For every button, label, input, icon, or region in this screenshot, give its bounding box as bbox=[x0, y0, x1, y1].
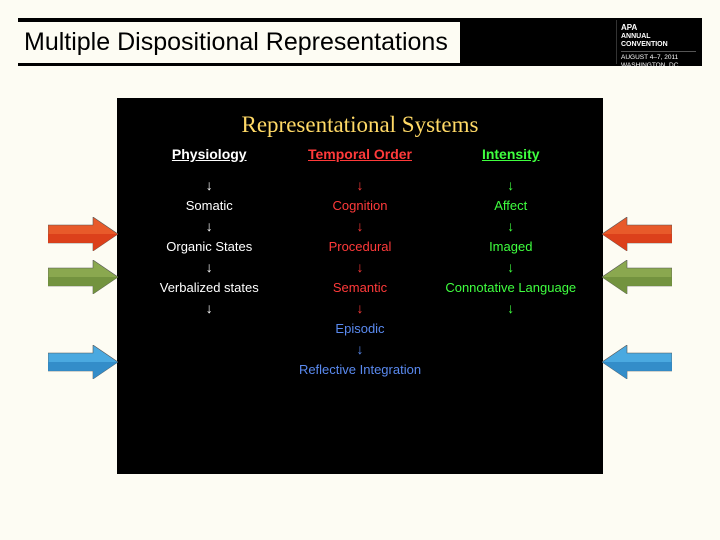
apa-badge: APA ANNUAL CONVENTION AUGUST 4–7, 2011 W… bbox=[616, 20, 700, 64]
item: Somatic bbox=[186, 198, 233, 213]
diagram-title: Representational Systems bbox=[117, 98, 603, 146]
item: Connotative Language bbox=[445, 280, 576, 295]
column-intensity: Intensity ↓ Affect ↓ Imaged ↓ Connotativ… bbox=[437, 146, 586, 321]
apa-line4: WASHINGTON, DC bbox=[621, 62, 696, 70]
item: Semantic bbox=[333, 280, 387, 295]
page-title: Multiple Dispositional Representations bbox=[18, 22, 460, 63]
apa-line1: APA bbox=[621, 23, 696, 33]
item: Procedural bbox=[329, 239, 392, 254]
column-header: Temporal Order bbox=[308, 146, 412, 162]
external-arrow-left bbox=[48, 260, 118, 294]
down-arrow-icon: ↓ bbox=[357, 260, 364, 274]
down-arrow-icon: ↓ bbox=[507, 219, 514, 233]
item: Episodic bbox=[335, 321, 384, 336]
down-arrow-icon: ↓ bbox=[357, 178, 364, 192]
item: Organic States bbox=[166, 239, 252, 254]
external-arrow-right bbox=[602, 217, 672, 251]
diagram-panel: Representational Systems Physiology ↓ So… bbox=[117, 98, 603, 474]
down-arrow-icon: ↓ bbox=[357, 342, 364, 356]
item: Imaged bbox=[489, 239, 532, 254]
item: Cognition bbox=[333, 198, 388, 213]
apa-line2: ANNUAL CONVENTION bbox=[621, 33, 696, 53]
item: Verbalized states bbox=[160, 280, 259, 295]
down-arrow-icon: ↓ bbox=[357, 219, 364, 233]
down-arrow-icon: ↓ bbox=[206, 260, 213, 274]
column-header: Intensity bbox=[482, 146, 540, 162]
external-arrow-right bbox=[602, 345, 672, 379]
down-arrow-icon: ↓ bbox=[507, 178, 514, 192]
external-arrow-right bbox=[602, 260, 672, 294]
column-temporal-order: Temporal Order ↓ Cognition ↓ Procedural … bbox=[286, 146, 435, 321]
lower-sequence: Episodic ↓ Reflective Integration bbox=[117, 321, 603, 377]
header-bar: Multiple Dispositional Representations A… bbox=[18, 18, 702, 66]
item: Reflective Integration bbox=[299, 362, 421, 377]
item: Affect bbox=[494, 198, 527, 213]
column-header: Physiology bbox=[172, 146, 247, 162]
down-arrow-icon: ↓ bbox=[206, 178, 213, 192]
external-arrow-left bbox=[48, 217, 118, 251]
down-arrow-icon: ↓ bbox=[357, 301, 364, 315]
apa-line3: AUGUST 4–7, 2011 bbox=[621, 54, 696, 62]
diagram-columns: Physiology ↓ Somatic ↓ Organic States ↓ … bbox=[117, 146, 603, 321]
down-arrow-icon: ↓ bbox=[206, 301, 213, 315]
down-arrow-icon: ↓ bbox=[206, 219, 213, 233]
down-arrow-icon: ↓ bbox=[507, 260, 514, 274]
column-physiology: Physiology ↓ Somatic ↓ Organic States ↓ … bbox=[135, 146, 284, 321]
down-arrow-icon: ↓ bbox=[507, 301, 514, 315]
external-arrow-left bbox=[48, 345, 118, 379]
